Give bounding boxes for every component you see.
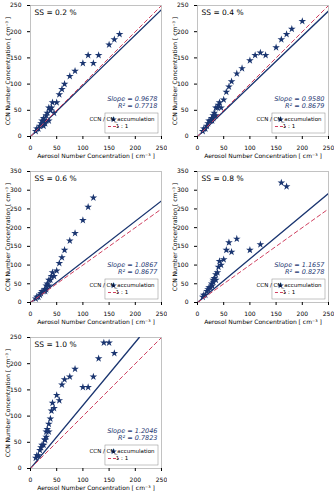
svg-text:SS = 0.4 %: SS = 0.4 %: [202, 8, 244, 17]
svg-text:SS = 0.2 %: SS = 0.2 %: [35, 8, 77, 17]
svg-text:250: 250: [177, 205, 189, 212]
svg-text:50: 50: [220, 144, 228, 151]
svg-text:1 : 1: 1 : 1: [116, 289, 128, 295]
svg-text:50: 50: [14, 438, 22, 445]
svg-text:200: 200: [10, 360, 22, 367]
svg-text:200: 200: [10, 224, 22, 231]
svg-text:150: 150: [103, 310, 115, 317]
svg-text:250: 250: [10, 205, 22, 212]
svg-text:150: 150: [10, 54, 22, 61]
svg-text:CCN Number Concentration [ cm⁻: CCN Number Concentration [ cm⁻³ ]: [4, 183, 11, 291]
svg-text:CCN / CN_accumulation: CCN / CN_accumulation: [89, 116, 155, 123]
svg-text:350: 350: [177, 167, 189, 174]
svg-text:150: 150: [270, 144, 282, 151]
svg-text:Slope = 0.9580R² = 0.8679: Slope = 0.9580R² = 0.8679: [274, 95, 324, 110]
svg-text:Aerosol Number Concentration [: Aerosol Number Concentration [ cm⁻³ ]: [204, 152, 322, 159]
svg-text:0: 0: [29, 144, 33, 151]
svg-text:50: 50: [53, 144, 61, 151]
svg-text:350: 350: [10, 167, 22, 174]
svg-text:1 : 1: 1 : 1: [116, 123, 128, 129]
svg-text:250: 250: [10, 1, 22, 8]
svg-text:100: 100: [77, 476, 89, 483]
svg-text:0: 0: [18, 464, 22, 471]
svg-text:0: 0: [196, 310, 200, 317]
svg-text:1 : 1: 1 : 1: [283, 123, 295, 129]
svg-text:100: 100: [10, 80, 22, 87]
svg-text:150: 150: [10, 386, 22, 393]
svg-text:100: 100: [177, 261, 189, 268]
svg-text:100: 100: [10, 261, 22, 268]
svg-text:50: 50: [53, 476, 61, 483]
svg-text:100: 100: [10, 412, 22, 419]
svg-text:SS = 1.0 %: SS = 1.0 %: [35, 340, 77, 349]
svg-text:SS = 0.8 %: SS = 0.8 %: [202, 174, 244, 183]
svg-text:CCN / CN_accumulation: CCN / CN_accumulation: [89, 448, 155, 455]
svg-text:Aerosol Number Concentration [: Aerosol Number Concentration [ cm⁻³ ]: [204, 318, 322, 325]
svg-text:CCN Number Concentration [ cm⁻: CCN Number Concentration [ cm⁻³ ]: [4, 349, 11, 457]
svg-text:200: 200: [130, 144, 142, 151]
svg-text:250: 250: [156, 310, 167, 317]
svg-text:250: 250: [177, 1, 189, 8]
svg-text:200: 200: [130, 476, 142, 483]
svg-text:Slope = 1.1657R² = 0.8278: Slope = 1.1657R² = 0.8278: [274, 261, 325, 276]
svg-text:0: 0: [29, 476, 33, 483]
svg-text:200: 200: [297, 144, 309, 151]
svg-text:200: 200: [130, 310, 142, 317]
svg-text:250: 250: [156, 476, 167, 483]
svg-text:0: 0: [185, 132, 189, 139]
svg-text:0: 0: [185, 298, 189, 305]
svg-text:Aerosol Number Concentration [: Aerosol Number Concentration [ cm⁻³ ]: [37, 152, 155, 159]
svg-text:50: 50: [220, 310, 228, 317]
svg-text:CCN Number Concentration [ cm⁻: CCN Number Concentration [ cm⁻³ ]: [171, 183, 178, 291]
svg-text:250: 250: [10, 333, 22, 340]
svg-text:250: 250: [323, 310, 334, 317]
svg-text:100: 100: [177, 80, 189, 87]
svg-text:0: 0: [29, 310, 33, 317]
svg-text:CCN Number Concentration [ cm⁻: CCN Number Concentration [ cm⁻³ ]: [171, 17, 178, 125]
svg-text:50: 50: [53, 310, 61, 317]
svg-text:150: 150: [177, 54, 189, 61]
svg-text:0: 0: [196, 144, 200, 151]
svg-text:200: 200: [177, 224, 189, 231]
svg-text:150: 150: [270, 310, 282, 317]
svg-text:Aerosol Number Concentration [: Aerosol Number Concentration [ cm⁻³ ]: [37, 484, 155, 491]
svg-text:250: 250: [156, 144, 167, 151]
svg-text:50: 50: [181, 280, 189, 287]
svg-text:1 : 1: 1 : 1: [283, 289, 295, 295]
svg-text:150: 150: [10, 242, 22, 249]
svg-text:Aerosol Number Concentration [: Aerosol Number Concentration [ cm⁻³ ]: [37, 318, 155, 325]
svg-text:50: 50: [181, 106, 189, 113]
svg-text:150: 150: [103, 476, 115, 483]
svg-text:150: 150: [177, 242, 189, 249]
svg-text:CCN / CN_accumulation: CCN / CN_accumulation: [256, 116, 322, 123]
svg-text:200: 200: [10, 28, 22, 35]
svg-text:100: 100: [77, 144, 89, 151]
svg-text:300: 300: [10, 186, 22, 193]
svg-text:200: 200: [177, 28, 189, 35]
svg-text:150: 150: [103, 144, 115, 151]
svg-text:CCN Number Concentration [ cm⁻: CCN Number Concentration [ cm⁻³ ]: [4, 17, 11, 125]
svg-text:CCN / CN_accumulation: CCN / CN_accumulation: [89, 282, 155, 289]
svg-text:50: 50: [14, 106, 22, 113]
svg-text:Slope = 1.0867R² = 0.8677: Slope = 1.0867R² = 0.8677: [107, 261, 158, 276]
svg-text:1 : 1: 1 : 1: [116, 455, 128, 461]
svg-text:Slope = 0.9678R² = 0.7718: Slope = 0.9678R² = 0.7718: [107, 95, 157, 110]
svg-text:Slope = 1.2046R² = 0.7823: Slope = 1.2046R² = 0.7823: [107, 427, 157, 442]
svg-text:CCN / CN_accumulation: CCN / CN_accumulation: [256, 282, 322, 289]
svg-text:100: 100: [77, 310, 89, 317]
svg-text:100: 100: [244, 310, 256, 317]
svg-text:50: 50: [14, 280, 22, 287]
svg-text:SS = 0.6 %: SS = 0.6 %: [35, 174, 77, 183]
svg-text:200: 200: [297, 310, 309, 317]
svg-text:0: 0: [18, 298, 22, 305]
svg-text:250: 250: [323, 144, 334, 151]
svg-text:0: 0: [18, 132, 22, 139]
svg-text:300: 300: [177, 186, 189, 193]
svg-text:100: 100: [244, 144, 256, 151]
